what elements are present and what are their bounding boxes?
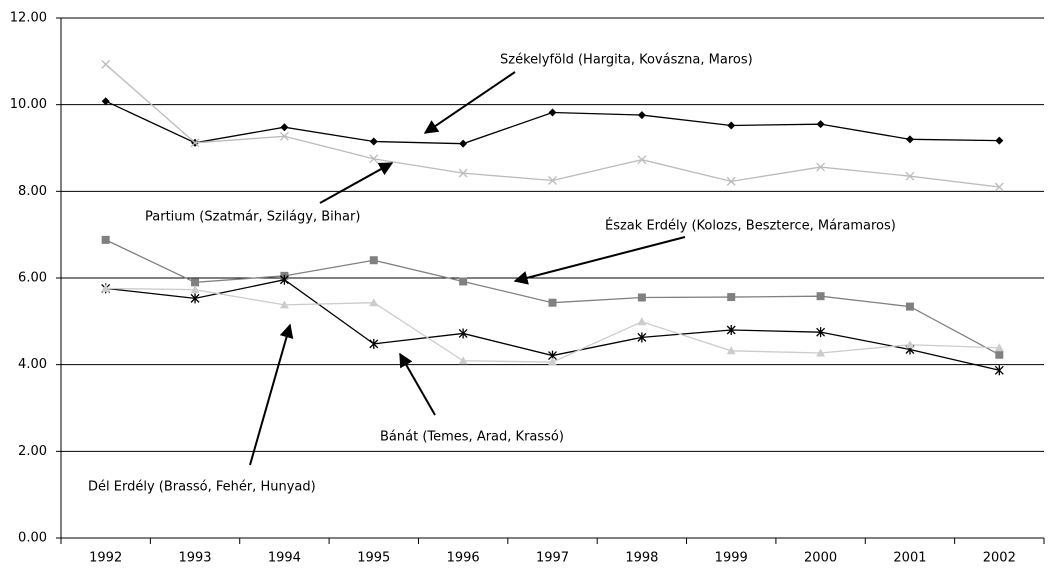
- point: [816, 162, 826, 172]
- point: [190, 138, 200, 148]
- series: [101, 283, 1004, 366]
- point: [190, 285, 200, 294]
- point: [726, 325, 736, 335]
- point: [279, 131, 289, 141]
- point: [994, 182, 1004, 192]
- point: [905, 302, 914, 311]
- point: [905, 340, 915, 349]
- point: [101, 235, 110, 244]
- point: [905, 135, 914, 144]
- point: [637, 155, 647, 165]
- x-tick-label: 2001: [893, 551, 926, 566]
- series-label: Dél Erdély (Brassó, Fehér, Hunyad): [88, 480, 316, 495]
- x-tick-label: 1997: [536, 551, 569, 566]
- point: [816, 292, 825, 301]
- point: [369, 298, 379, 307]
- point: [548, 108, 557, 117]
- annotation-arrow: [399, 352, 436, 416]
- point: [726, 176, 736, 186]
- point: [548, 357, 557, 366]
- y-tick-label: 12.00: [10, 11, 47, 26]
- point: [726, 346, 736, 355]
- point: [548, 176, 557, 185]
- point: [994, 365, 1004, 376]
- x-tick-label: 1996: [447, 551, 480, 566]
- line: [105, 63, 1000, 188]
- y-tick-label: 0.00: [18, 531, 47, 546]
- point: [459, 139, 468, 148]
- point: [279, 274, 289, 285]
- point: [995, 136, 1004, 145]
- point: [548, 298, 557, 307]
- point: [458, 356, 468, 365]
- point: [101, 283, 111, 292]
- point: [369, 137, 378, 146]
- x-tick-label: 1993: [178, 551, 211, 566]
- point: [459, 277, 468, 286]
- series-label: Észak Erdély (Kolozs, Beszterce, Máramar…: [605, 218, 896, 234]
- series-label: Bánát (Temes, Arad, Krassó): [380, 430, 564, 445]
- point: [458, 328, 468, 339]
- point: [727, 293, 736, 302]
- annotation-arrow: [513, 236, 686, 285]
- series: [101, 235, 1004, 359]
- y-tick-label: 4.00: [18, 357, 47, 372]
- y-tick-label: 6.00: [18, 271, 47, 286]
- y-tick-label: 8.00: [18, 184, 47, 199]
- x-tick-label: 2002: [983, 551, 1016, 566]
- point: [101, 59, 111, 69]
- y-tick-label: 2.00: [18, 444, 47, 459]
- point: [816, 120, 825, 129]
- x-tick-label: 1995: [357, 551, 390, 566]
- series-label: Partium (Szatmár, Szilágy, Bihar): [145, 210, 360, 225]
- point: [191, 278, 200, 287]
- point: [905, 171, 915, 181]
- point: [369, 338, 379, 349]
- x-tick-label: 2000: [804, 551, 837, 566]
- point: [637, 332, 647, 343]
- point: [280, 123, 289, 132]
- point: [190, 293, 200, 304]
- point: [458, 168, 468, 178]
- point: [637, 293, 646, 302]
- series: [101, 274, 1004, 376]
- annotation-arrow: [423, 71, 516, 134]
- x-tick-label: 1994: [268, 551, 301, 566]
- point: [816, 348, 826, 357]
- point: [994, 343, 1004, 352]
- annotation-arrow: [249, 323, 294, 466]
- point: [637, 317, 647, 326]
- point: [101, 97, 110, 106]
- point: [637, 111, 646, 120]
- point: [369, 256, 378, 265]
- point: [995, 350, 1004, 359]
- x-tick-label: 1999: [715, 551, 748, 566]
- x-tick-label: 1998: [625, 551, 658, 566]
- point: [279, 300, 289, 309]
- series-label: Székelyföld (Hargita, Kovászna, Maros): [500, 53, 753, 68]
- line: [105, 100, 1000, 145]
- y-tick-label: 10.00: [10, 97, 47, 112]
- x-tick-label: 1992: [89, 551, 122, 566]
- annotation-arrow: [319, 162, 394, 204]
- series: [101, 59, 1004, 192]
- point: [369, 154, 379, 164]
- point: [727, 121, 736, 130]
- point: [816, 327, 826, 338]
